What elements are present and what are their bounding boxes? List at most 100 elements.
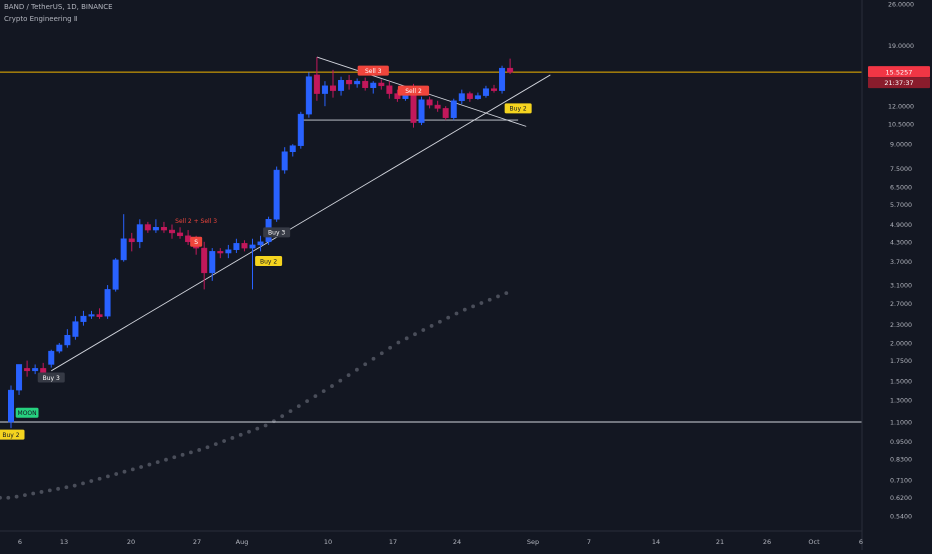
ma-dot (296, 404, 301, 409)
price-tick-label: 2.7000 (890, 301, 912, 308)
price-tick-label: 1.1000 (890, 419, 912, 426)
signal-badge (15, 407, 39, 418)
price-tick-label: 0.6200 (890, 495, 912, 502)
time-tick-label: 20 (127, 538, 135, 546)
time-tick-label: 17 (389, 538, 397, 546)
ma-dot (56, 486, 60, 491)
candle-body (346, 80, 353, 85)
ma-dot (114, 472, 119, 476)
price-tick-label: 0.7100 (890, 477, 912, 484)
ma-dot (330, 384, 334, 388)
signal-badge (0, 429, 25, 440)
candle-body (209, 251, 216, 274)
candle-body (201, 247, 208, 274)
ma-dot (313, 394, 318, 399)
ma-dot (222, 439, 227, 443)
candle-body (217, 251, 224, 254)
ma-dot (238, 432, 243, 437)
candle-body (491, 88, 497, 91)
signal-labels: Buy 2 MOON Buy 3 Sell 2 + Sell 3 S Buy 3 Buy 2… (0, 65, 532, 440)
ma-dot (321, 389, 326, 393)
price-tick-label: 7.5000 (890, 166, 912, 173)
signal-badge (255, 255, 283, 266)
candle-body (507, 67, 514, 73)
trend-line (51, 74, 551, 372)
ma-dot (81, 481, 85, 486)
price-tick-label: 3.7000 (890, 259, 912, 266)
candle-body (249, 244, 256, 249)
ma-dot (346, 373, 351, 378)
ma-dot (213, 442, 218, 447)
ma-dot (47, 488, 52, 493)
ma-dot (462, 307, 467, 312)
price-tick-label: 26.0000 (888, 2, 914, 9)
price-tick-label: 1.7500 (890, 358, 912, 365)
signal-label: Buy 3 (43, 375, 60, 382)
current-price-label: 15.5257 (886, 68, 913, 76)
ma-dot (263, 423, 268, 428)
ma-dot (338, 378, 343, 383)
ma-dot (363, 362, 368, 367)
candle-body (499, 67, 506, 91)
signal-badge (263, 227, 291, 238)
candle-body (24, 368, 31, 372)
candle-body (370, 82, 377, 88)
candle-body (281, 151, 288, 171)
candle-body (321, 85, 328, 94)
ma-dot (39, 490, 44, 494)
price-tick-label: 0.9500 (890, 439, 912, 446)
ma-dot (164, 457, 168, 462)
signal-badge (37, 372, 65, 383)
price-tick-label: 4.3000 (890, 239, 912, 246)
ma-dot (180, 452, 185, 457)
time-tick-label: 10 (324, 538, 332, 546)
ma-dot (172, 455, 177, 460)
candle-body (426, 99, 433, 106)
candle-body (112, 259, 119, 290)
price-tick-label: 2.3000 (890, 322, 912, 329)
candle-body (305, 76, 312, 115)
time-tick-label: Sep (527, 538, 539, 546)
candle-body (386, 85, 393, 94)
candle-body (136, 224, 143, 243)
candle-body (88, 314, 95, 317)
time-tick-label: 24 (453, 538, 461, 546)
candle-body (378, 82, 385, 87)
ma-dot (197, 448, 202, 452)
ma-dot (31, 491, 36, 496)
signal-label: Sell 2 (405, 88, 422, 95)
candle-body (394, 93, 401, 99)
signal-label: Buy 3 (268, 230, 285, 237)
ma-dot (438, 319, 442, 324)
candle-body (120, 238, 127, 261)
candle-body (72, 321, 79, 337)
price-tick-label: 0.8300 (890, 457, 912, 464)
signal-label: Buy 2 (510, 106, 527, 113)
ma-dot (446, 315, 451, 320)
price-tick-label: 5.7000 (890, 202, 912, 209)
candle-body (40, 368, 47, 373)
candle-body (289, 145, 296, 153)
candle-body (273, 169, 280, 220)
time-tick-label: 6 (859, 538, 863, 546)
ma-dot (147, 462, 152, 467)
ma-dot (487, 297, 492, 302)
price-tick-label: 12.0000 (888, 104, 914, 111)
ma-dot (371, 356, 376, 361)
signal-badge (190, 236, 203, 247)
ma-dot (23, 493, 27, 498)
ma-dot (388, 345, 392, 350)
price-axis: 26.0000 19.0000 12.0000 10.5000 9.0000 7.5000… (868, 2, 930, 521)
price-tick-label: 2.0000 (890, 340, 912, 347)
candle-body (48, 350, 55, 365)
moving-average-dots (0, 291, 509, 500)
candle-body (80, 315, 87, 322)
ma-dot (379, 351, 384, 356)
candle-body (474, 95, 481, 99)
ma-dot (288, 409, 293, 414)
candle-body (297, 113, 304, 146)
candle-body (96, 314, 103, 317)
ma-dot (413, 332, 417, 337)
